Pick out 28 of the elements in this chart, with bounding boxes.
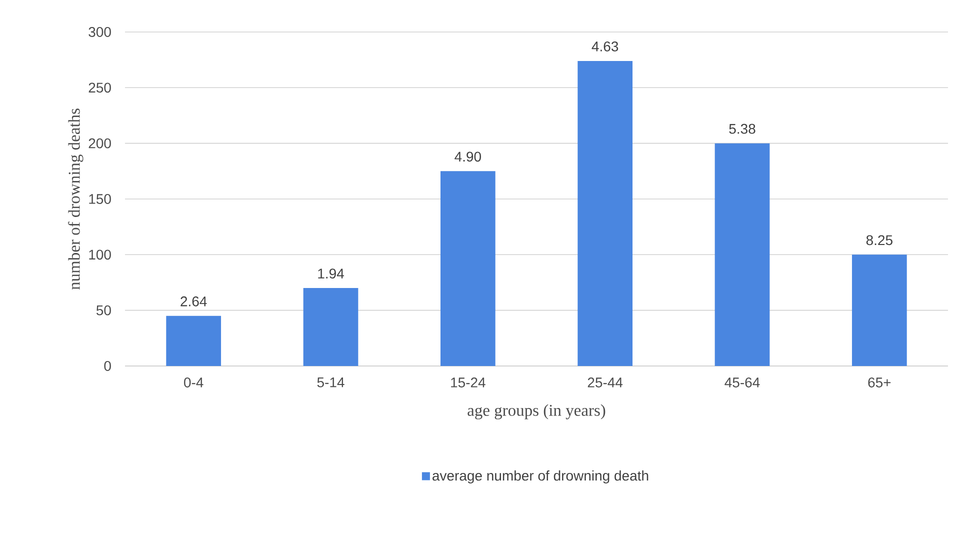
bar — [852, 254, 907, 366]
x-axis-title: age groups (in years) — [468, 404, 606, 420]
annotation: 4.90 — [454, 152, 481, 162]
x-tick-label: 5-14 — [317, 378, 344, 388]
y-tick-label: 250 — [88, 82, 111, 93]
x-tick-label: 45-64 — [724, 378, 760, 388]
x-tick-label: 25-44 — [588, 378, 623, 388]
annotation: 5.38 — [729, 124, 756, 134]
y-axis-title: number of drowning deaths — [68, 108, 84, 290]
x-tick-label: 65+ — [868, 378, 891, 388]
bar — [578, 60, 633, 366]
y-tick-label: 100 — [89, 250, 111, 260]
annotation: 4.63 — [592, 41, 618, 52]
annotation: 1.94 — [318, 268, 344, 279]
x-tick-label: 0-4 — [184, 378, 204, 388]
bar — [714, 143, 770, 366]
y-tick-label: 0 — [104, 361, 111, 371]
legend-label: average number of drowning death — [432, 470, 648, 484]
x-tick-label: 15-24 — [451, 378, 486, 388]
bar — [440, 171, 496, 366]
annotation: 8.25 — [866, 235, 892, 246]
annotation: 2.64 — [180, 296, 207, 306]
y-tick-label: 300 — [88, 27, 111, 37]
bar — [303, 288, 358, 366]
y-tick-label: 50 — [96, 305, 111, 316]
bar — [166, 316, 222, 366]
y-tick-label: 150 — [89, 194, 111, 204]
y-tick-label: 200 — [88, 138, 111, 148]
